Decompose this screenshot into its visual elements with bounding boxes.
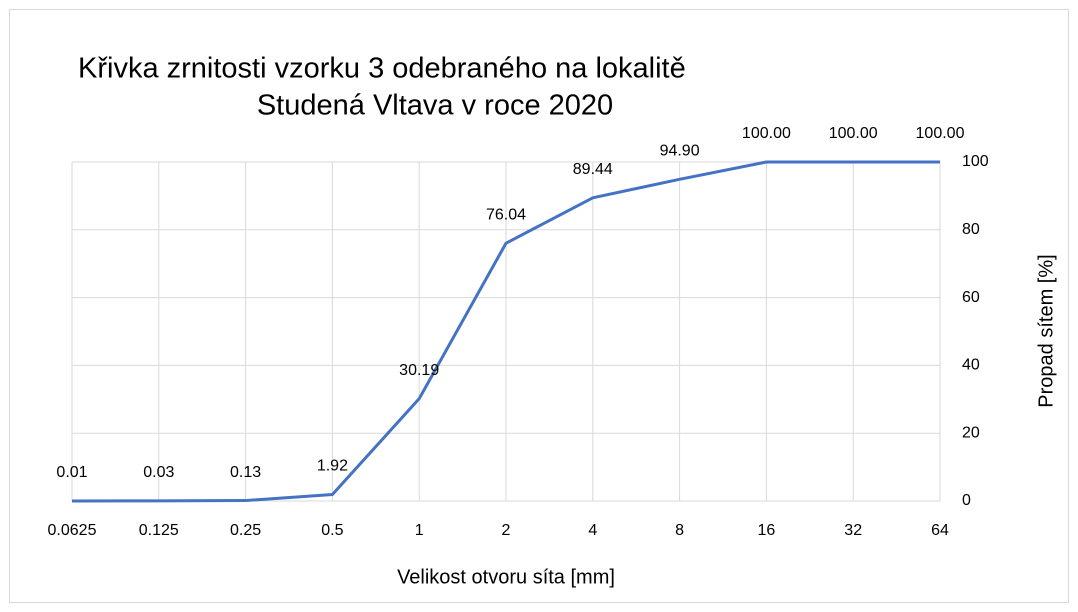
- y-tick-label: 40: [962, 357, 980, 374]
- y-tick-label: 80: [962, 221, 980, 238]
- data-label: 0.03: [143, 464, 174, 481]
- y-tick-label: 20: [962, 424, 980, 441]
- y-tick-label: 0: [962, 492, 971, 509]
- x-tick-label: 32: [844, 522, 862, 539]
- data-label: 94.90: [660, 143, 700, 160]
- x-tick-label: 16: [758, 522, 776, 539]
- x-tick-label: 2: [502, 522, 511, 539]
- y-tick-label: 60: [962, 289, 980, 306]
- data-label: 30.19: [399, 362, 439, 379]
- data-label: 0.13: [230, 464, 261, 481]
- x-tick-label: 4: [588, 522, 597, 539]
- chart-title: Studená Vltava v roce 2020: [257, 90, 613, 122]
- x-tick-label: 0.5: [321, 522, 343, 539]
- y-axis-title: Propad sítem [%]: [1035, 254, 1057, 407]
- x-tick-label: 0.0625: [48, 522, 97, 539]
- data-label: 100.00: [742, 125, 791, 142]
- chart-title: Křivka zrnitosti vzorku 3 odebraného na …: [78, 53, 686, 85]
- x-tick-label: 0.25: [230, 522, 261, 539]
- data-label: 0.01: [56, 464, 87, 481]
- x-tick-label: 1: [415, 522, 424, 539]
- data-label: 100.00: [829, 125, 878, 142]
- data-label: 1.92: [317, 458, 348, 475]
- data-line: [71, 160, 940, 503]
- data-label: 89.44: [573, 161, 613, 178]
- chart-border: [9, 9, 1069, 603]
- data-label: 100.00: [916, 125, 965, 142]
- x-axis-title: Velikost otvoru síta [mm]: [397, 566, 615, 588]
- y-tick-label: 100: [962, 153, 989, 170]
- x-tick-label: 64: [931, 522, 949, 539]
- data-label: 76.04: [486, 206, 526, 223]
- x-tick-label: 8: [675, 522, 684, 539]
- x-tick-label: 0.125: [139, 522, 179, 539]
